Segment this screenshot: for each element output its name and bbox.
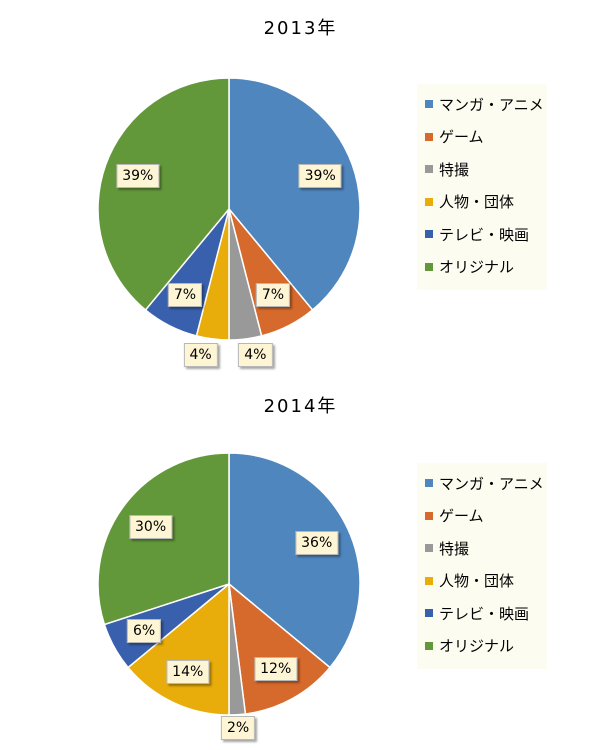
legend-item: 人物・団体 — [425, 192, 514, 212]
legend-swatch — [425, 262, 433, 271]
chart-title-2013: 2013年 — [263, 18, 338, 39]
pie-slice-0 — [228, 77, 361, 311]
legend-swatch — [425, 230, 433, 238]
legend-item: 特撮 — [425, 538, 469, 558]
legend-label: 人物・団体 — [439, 193, 515, 211]
data-label: 39% — [116, 164, 160, 189]
legend-item: マンガ・アニメ — [425, 94, 544, 114]
legend-item: テレビ・映画 — [425, 224, 529, 244]
data-label: 14% — [166, 659, 210, 684]
legend-label: テレビ・映画 — [439, 604, 530, 623]
legend-swatch — [425, 479, 433, 487]
data-label: 39% — [298, 164, 342, 189]
legend-swatch — [425, 132, 433, 141]
data-label: 4% — [238, 342, 273, 367]
legend-item: 特撮 — [425, 159, 469, 179]
pie-chart-2013 — [97, 77, 361, 341]
legend-swatch — [425, 197, 433, 206]
legend-label: ゲーム — [439, 128, 484, 146]
legend-swatch — [425, 100, 433, 108]
legend-2014: マンガ・アニメ ゲーム特撮人物・団体テレビ・映画 オリジナル — [417, 463, 547, 669]
legend-label: 人物・団体 — [439, 572, 515, 590]
legend-item: オリジナル — [425, 257, 514, 277]
legend-item: テレビ・映画 — [425, 603, 529, 623]
legend-swatch — [425, 576, 433, 585]
pie-slice-0 — [228, 452, 361, 669]
legend-item: オリジナル — [425, 636, 514, 656]
legend-2013: マンガ・アニメ ゲーム特撮人物・団体テレビ・映画 オリジナル — [417, 84, 547, 290]
legend-label: 特撮 — [439, 539, 470, 558]
data-label: 12% — [254, 656, 298, 681]
legend-swatch — [425, 165, 433, 173]
pie-slice-1 — [228, 582, 331, 715]
legend-swatch — [425, 641, 433, 650]
data-label: 4% — [183, 342, 218, 367]
legend-label: オリジナル — [439, 258, 515, 276]
legend-label: マンガ・アニメ — [439, 95, 544, 114]
legend-label: テレビ・映画 — [439, 225, 530, 244]
legend-swatch — [425, 544, 433, 552]
data-label: 6% — [126, 618, 162, 643]
legend-swatch — [425, 609, 433, 617]
legend-swatch — [425, 511, 433, 520]
data-label: 7% — [167, 283, 203, 308]
data-label: 7% — [255, 283, 291, 308]
legend-item: ゲーム — [425, 127, 484, 147]
legend-label: 特撮 — [439, 160, 470, 179]
data-label: 2% — [220, 715, 256, 740]
legend-item: 人物・団体 — [425, 571, 514, 591]
legend-item: ゲーム — [425, 506, 484, 526]
data-label: 30% — [129, 515, 173, 540]
legend-item: マンガ・アニメ — [425, 473, 544, 493]
pie-slice-5 — [97, 77, 230, 311]
legend-label: オリジナル — [439, 637, 515, 655]
data-label: 36% — [295, 530, 339, 555]
legend-label: ゲーム — [439, 507, 484, 525]
legend-label: マンガ・アニメ — [439, 474, 544, 493]
chart-title-2014: 2014年 — [263, 396, 338, 417]
